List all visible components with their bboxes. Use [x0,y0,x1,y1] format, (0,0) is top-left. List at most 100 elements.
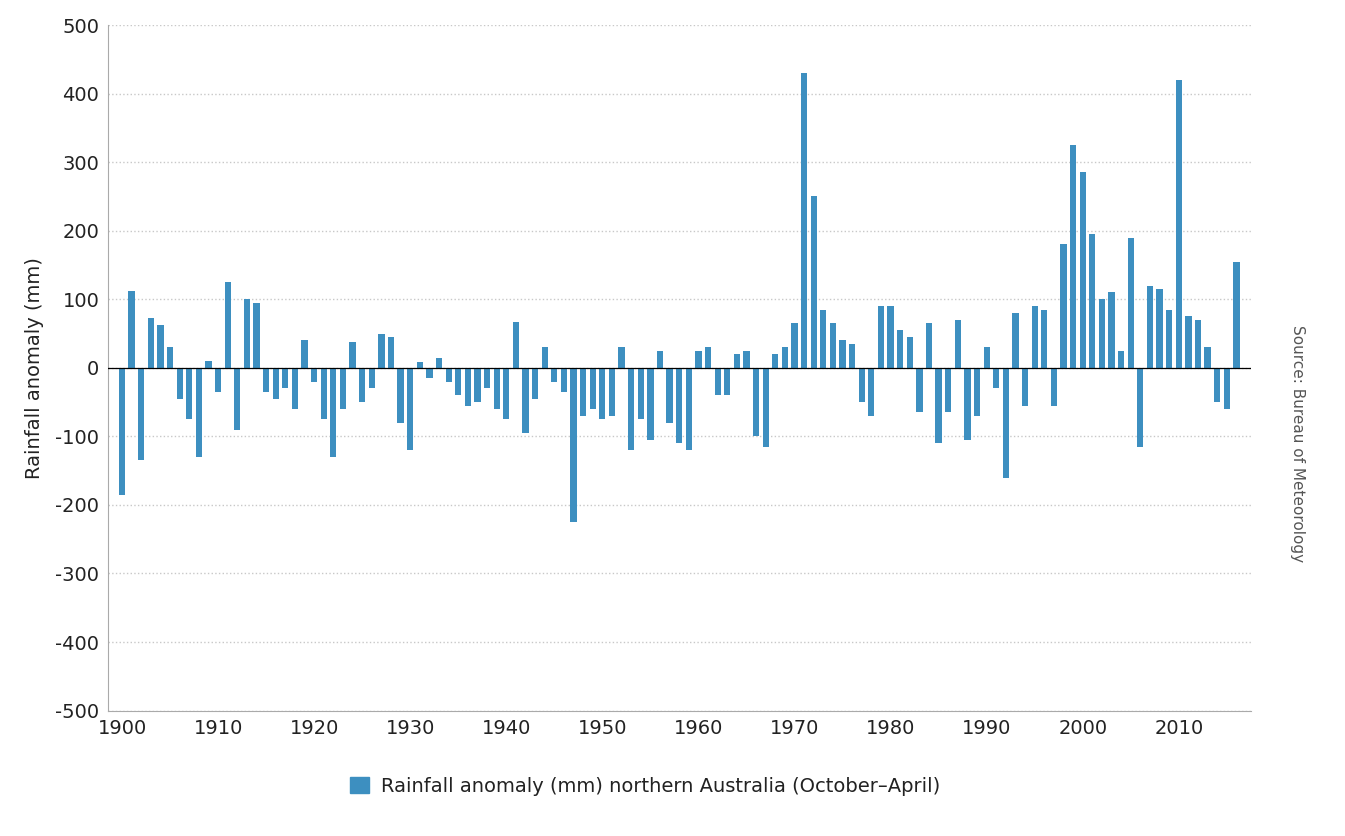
Bar [475,368,480,402]
Bar [888,306,893,368]
Bar [714,368,721,395]
Bar [522,368,529,433]
Bar [1108,293,1115,368]
Bar [1118,351,1124,368]
Bar [667,368,672,423]
Bar [176,368,183,399]
Bar [1032,306,1038,368]
Bar [858,368,865,402]
Bar [331,368,336,457]
Bar [561,368,568,392]
Bar [301,340,308,368]
Bar [1224,368,1229,409]
Bar [772,354,779,368]
Bar [512,322,519,368]
Bar [1050,368,1057,405]
Y-axis label: Rainfall anomaly (mm): Rainfall anomaly (mm) [26,257,44,479]
Bar [925,324,932,368]
Bar [589,368,596,409]
Bar [542,347,547,368]
Bar [609,368,615,415]
Bar [118,368,125,495]
Bar [791,324,798,368]
Bar [811,196,816,368]
Bar [398,368,404,423]
Bar [455,368,461,395]
Bar [157,325,164,368]
Bar [465,368,471,405]
Bar [484,368,490,389]
Bar [628,368,635,450]
Bar [282,368,288,389]
Bar [820,309,826,368]
Bar [445,368,452,381]
Bar [974,368,981,415]
Bar [781,347,788,368]
Bar [724,368,730,395]
Bar [533,368,538,399]
Bar [551,368,557,381]
Bar [215,368,221,392]
Bar [946,368,951,412]
Bar [408,368,413,450]
Text: Source: Bureau of Meteorology: Source: Bureau of Meteorology [1290,324,1306,562]
Bar [167,347,174,368]
Bar [234,368,241,430]
Legend: Rainfall anomaly (mm) northern Australia (October–April): Rainfall anomaly (mm) northern Australia… [342,769,948,803]
Bar [1013,313,1018,368]
Bar [753,368,759,436]
Bar [1080,172,1085,368]
Bar [359,368,366,402]
Bar [186,368,192,420]
Bar [600,368,605,420]
Bar [955,320,960,368]
Bar [907,337,913,368]
Bar [1147,286,1153,368]
Bar [436,358,443,368]
Bar [744,351,749,368]
Bar [206,361,211,368]
Bar [340,368,346,409]
Bar [936,368,941,443]
Bar [916,368,923,412]
Bar [273,368,278,399]
Bar [695,351,702,368]
Bar [897,330,904,368]
Bar [1138,368,1143,446]
Bar [387,337,394,368]
Bar [839,340,846,368]
Bar [1233,262,1240,368]
Bar [1185,316,1192,368]
Bar [983,347,990,368]
Bar [802,73,807,368]
Bar [196,368,202,457]
Bar [686,368,691,450]
Bar [619,347,624,368]
Bar [1205,347,1211,368]
Bar [503,368,510,420]
Bar [677,368,682,443]
Bar [869,368,874,415]
Bar [417,362,422,368]
Bar [1194,320,1201,368]
Bar [1157,289,1162,368]
Bar [1166,309,1173,368]
Bar [763,368,769,446]
Bar [1022,368,1028,405]
Bar [570,368,577,522]
Bar [378,334,385,368]
Bar [1003,368,1009,477]
Bar [264,368,269,392]
Bar [647,368,654,440]
Bar [253,303,260,368]
Bar [656,351,663,368]
Bar [1071,145,1076,368]
Bar [638,368,644,420]
Bar [849,344,855,368]
Bar [311,368,317,381]
Bar [1127,237,1134,368]
Bar [1099,299,1106,368]
Bar [369,368,375,389]
Bar [964,368,971,440]
Bar [129,291,134,368]
